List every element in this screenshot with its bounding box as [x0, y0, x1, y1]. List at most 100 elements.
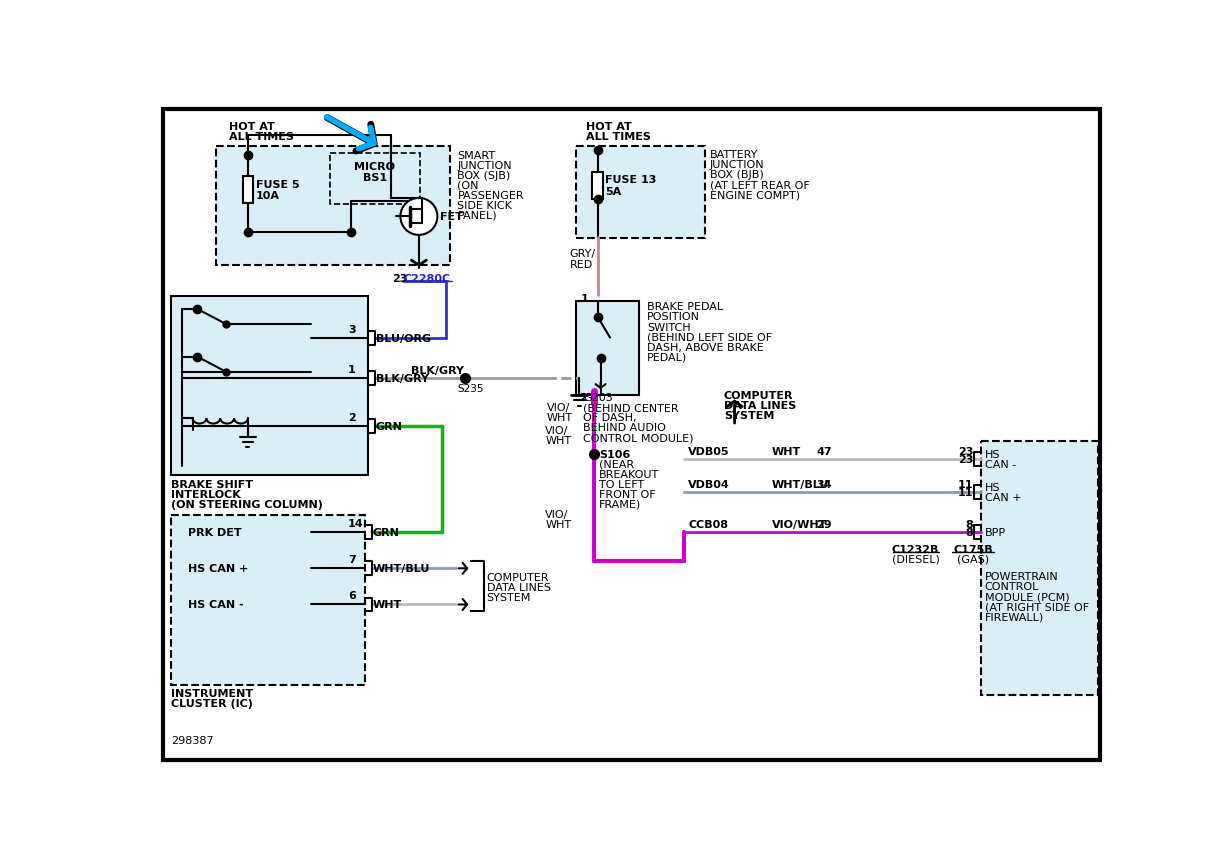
Text: SYSTEM: SYSTEM: [487, 592, 531, 602]
Text: INSTRUMENT: INSTRUMENT: [171, 688, 253, 698]
Text: DATA LINES: DATA LINES: [724, 400, 796, 411]
Text: PANEL): PANEL): [457, 211, 496, 220]
Text: 2: 2: [349, 412, 356, 422]
Text: CONTROL MODULE): CONTROL MODULE): [583, 433, 694, 443]
Text: 3: 3: [349, 325, 356, 334]
Text: (AT RIGHT SIDE OF: (AT RIGHT SIDE OF: [984, 601, 1089, 611]
Text: 6: 6: [349, 591, 356, 600]
Text: VDB05: VDB05: [689, 447, 729, 456]
Text: 11: 11: [957, 487, 973, 498]
Text: HS CAN +: HS CAN +: [188, 564, 248, 573]
Text: GRN: GRN: [376, 421, 403, 431]
Text: VDB04: VDB04: [689, 480, 731, 490]
Text: CAN -: CAN -: [984, 459, 1016, 469]
Text: 7: 7: [349, 554, 356, 565]
Text: ALL TIMES: ALL TIMES: [586, 133, 650, 142]
Text: S235: S235: [457, 384, 484, 393]
Text: S106: S106: [599, 449, 631, 459]
Text: BS1: BS1: [363, 173, 387, 183]
Text: CLUSTER (IC): CLUSTER (IC): [171, 698, 253, 709]
FancyBboxPatch shape: [164, 109, 1100, 760]
Text: RED: RED: [570, 260, 593, 269]
Text: BRAKE PEDAL: BRAKE PEDAL: [647, 302, 723, 313]
FancyBboxPatch shape: [243, 177, 254, 203]
Text: WHT/BLU: WHT/BLU: [771, 480, 829, 490]
Text: PEDAL): PEDAL): [647, 352, 687, 362]
FancyBboxPatch shape: [593, 172, 602, 201]
Text: SWITCH: SWITCH: [647, 322, 690, 332]
Circle shape: [400, 199, 437, 236]
Text: C2280C: C2280C: [404, 274, 451, 283]
Text: (BEHIND CENTER: (BEHIND CENTER: [583, 403, 679, 413]
Text: HS: HS: [984, 482, 1000, 492]
Text: 34: 34: [817, 480, 832, 490]
Text: (GAS): (GAS): [957, 554, 989, 564]
Text: POWERTRAIN: POWERTRAIN: [984, 572, 1058, 581]
Text: TO LEFT: TO LEFT: [599, 479, 644, 489]
Text: VIO/WHT: VIO/WHT: [771, 520, 827, 530]
Text: FRAME): FRAME): [599, 499, 642, 509]
Text: CAN +: CAN +: [984, 492, 1021, 502]
Text: PRK DET: PRK DET: [188, 528, 241, 537]
Text: GRY/: GRY/: [570, 249, 596, 259]
Text: VIO/: VIO/: [547, 402, 570, 412]
Text: BLK/GRY: BLK/GRY: [411, 365, 464, 375]
Text: BRAKE SHIFT: BRAKE SHIFT: [171, 480, 253, 490]
Text: C1232B: C1232B: [892, 544, 939, 554]
Text: SYSTEM: SYSTEM: [724, 411, 774, 420]
Text: OF DASH,: OF DASH,: [583, 413, 637, 423]
Text: FUSE 13: FUSE 13: [605, 176, 657, 185]
Text: GRN: GRN: [373, 528, 399, 537]
Text: COMPUTER: COMPUTER: [724, 391, 793, 400]
Text: 8: 8: [966, 520, 973, 530]
Text: 10A: 10A: [256, 190, 280, 201]
Text: WHT: WHT: [771, 447, 801, 456]
Text: 8: 8: [966, 528, 973, 537]
Text: MODULE (PCM): MODULE (PCM): [984, 592, 1069, 601]
Text: WHT: WHT: [547, 413, 573, 423]
Text: 1: 1: [580, 294, 589, 304]
Text: FIREWALL): FIREWALL): [984, 611, 1044, 622]
Text: (AT LEFT REAR OF: (AT LEFT REAR OF: [710, 180, 809, 189]
Text: VIO/: VIO/: [546, 425, 568, 435]
Text: HOT AT: HOT AT: [229, 121, 275, 132]
Text: 29: 29: [817, 520, 832, 530]
Text: BPP: BPP: [984, 528, 1007, 537]
FancyBboxPatch shape: [981, 442, 1098, 696]
Text: BOX (SJB): BOX (SJB): [457, 170, 510, 181]
Text: BLK/GRY: BLK/GRY: [376, 374, 429, 384]
Text: 23: 23: [958, 455, 973, 464]
Text: BATTERY: BATTERY: [710, 150, 759, 160]
Text: BREAKOUT: BREAKOUT: [599, 469, 659, 479]
Text: COMPUTER: COMPUTER: [487, 572, 549, 582]
Text: 23: 23: [392, 274, 408, 283]
Text: HS: HS: [984, 449, 1000, 459]
Text: 47: 47: [817, 447, 832, 456]
Text: FUSE 5: FUSE 5: [256, 180, 299, 189]
FancyBboxPatch shape: [577, 146, 706, 238]
Text: (DIESEL): (DIESEL): [892, 554, 940, 564]
Text: CCB08: CCB08: [689, 520, 728, 530]
Text: PASSENGER: PASSENGER: [457, 190, 524, 201]
Text: 298387: 298387: [171, 735, 213, 745]
Text: (ON STEERING COLUMN): (ON STEERING COLUMN): [171, 499, 323, 510]
Text: G203: G203: [583, 392, 612, 402]
Text: HOT AT: HOT AT: [586, 121, 632, 132]
Text: BEHIND AUDIO: BEHIND AUDIO: [583, 423, 665, 433]
Text: VIO/: VIO/: [546, 510, 568, 520]
Text: FET: FET: [441, 212, 463, 222]
Text: CONTROL: CONTROL: [984, 581, 1040, 592]
Text: WHT: WHT: [373, 600, 402, 610]
Text: 2: 2: [579, 392, 586, 402]
Text: DATA LINES: DATA LINES: [487, 582, 551, 592]
Text: MICRO: MICRO: [355, 161, 395, 171]
Text: WHT: WHT: [546, 520, 572, 530]
FancyBboxPatch shape: [171, 297, 368, 475]
Text: ALL TIMES: ALL TIMES: [229, 133, 293, 142]
Text: (ON: (ON: [457, 181, 479, 190]
Text: 23: 23: [958, 447, 973, 456]
Text: 1: 1: [349, 364, 356, 375]
Text: 5A: 5A: [605, 187, 621, 197]
Text: SIDE KICK: SIDE KICK: [457, 201, 513, 211]
Text: C175B: C175B: [954, 544, 993, 554]
